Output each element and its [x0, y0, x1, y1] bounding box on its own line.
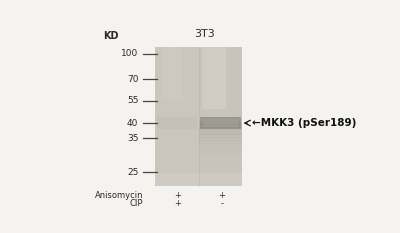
Text: 40: 40 [127, 119, 138, 127]
Text: ←MKK3 (pSer189): ←MKK3 (pSer189) [252, 118, 356, 128]
Text: -: - [220, 199, 224, 208]
Text: 25: 25 [127, 168, 138, 177]
Bar [157, 117, 197, 129]
Text: CIP: CIP [130, 199, 143, 208]
Bar [202, 47, 226, 109]
Text: KD: KD [103, 31, 118, 41]
Bar [155, 47, 242, 186]
Bar [199, 150, 242, 154]
Text: +: + [174, 191, 180, 200]
Text: +: + [174, 199, 180, 208]
Bar [199, 137, 242, 141]
Bar [200, 117, 241, 129]
Text: 35: 35 [127, 134, 138, 143]
Text: 70: 70 [127, 75, 138, 84]
Bar [199, 127, 242, 131]
Bar [199, 144, 242, 147]
Text: +: + [219, 191, 226, 200]
Bar [199, 47, 242, 186]
Bar [199, 147, 242, 151]
Text: 3T3: 3T3 [195, 29, 215, 39]
Bar [162, 47, 183, 100]
Bar [199, 134, 242, 138]
Bar [204, 119, 238, 127]
Bar [199, 124, 242, 128]
Bar [199, 140, 242, 144]
Text: 100: 100 [121, 49, 138, 58]
Text: Anisomycin: Anisomycin [94, 191, 143, 200]
Bar [199, 130, 242, 134]
Bar [155, 47, 199, 186]
Bar [199, 121, 242, 125]
Text: 55: 55 [127, 96, 138, 105]
Bar [155, 173, 242, 186]
